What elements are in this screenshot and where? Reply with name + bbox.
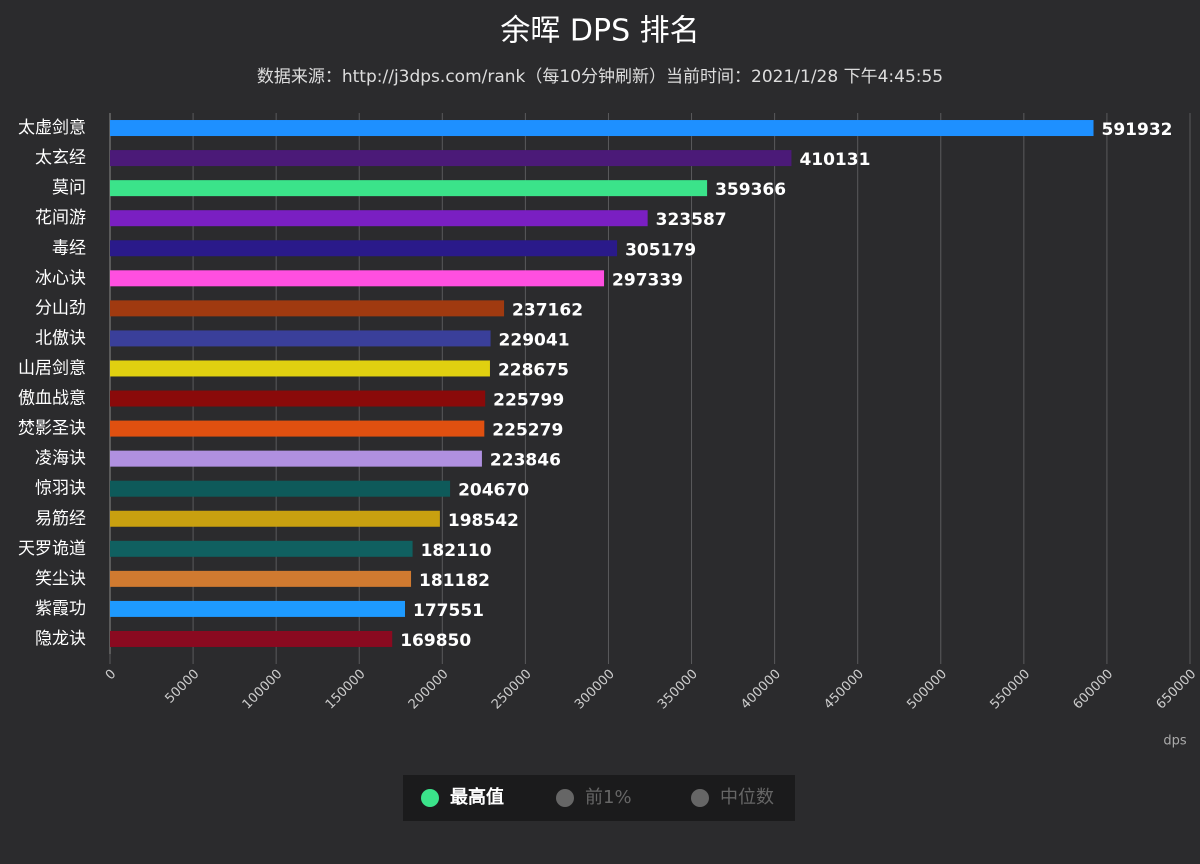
data-label: 323587 bbox=[656, 210, 727, 230]
bar[interactable] bbox=[110, 360, 490, 377]
data-label: 181182 bbox=[419, 571, 490, 591]
legend-marker[interactable] bbox=[556, 789, 574, 807]
data-label: 198542 bbox=[448, 511, 519, 531]
bar[interactable] bbox=[110, 630, 393, 647]
y-tick-label: 傲血战意 bbox=[18, 389, 86, 409]
data-label: 359366 bbox=[715, 180, 786, 200]
y-tick-label: 山居剑意 bbox=[18, 358, 86, 378]
data-label: 228675 bbox=[498, 360, 569, 380]
legend-marker[interactable] bbox=[421, 789, 439, 807]
legend-box bbox=[403, 775, 795, 821]
bar[interactable] bbox=[110, 210, 648, 227]
data-label: 297339 bbox=[612, 270, 683, 290]
data-label: 410131 bbox=[799, 150, 870, 170]
bar[interactable] bbox=[110, 300, 505, 317]
data-label: 182110 bbox=[421, 541, 492, 561]
y-tick-label: 太玄经 bbox=[35, 148, 86, 168]
y-tick-label: 北傲诀 bbox=[35, 328, 86, 348]
bar[interactable] bbox=[110, 420, 485, 437]
data-label: 225799 bbox=[493, 391, 564, 411]
y-tick-label: 花间游 bbox=[35, 208, 86, 228]
bar[interactable] bbox=[110, 390, 486, 407]
y-tick-label: 焚影圣诀 bbox=[18, 419, 86, 439]
bar[interactable] bbox=[110, 510, 440, 527]
bar[interactable] bbox=[110, 120, 1094, 137]
legend-label[interactable]: 前1% bbox=[585, 787, 632, 808]
bar[interactable] bbox=[110, 570, 412, 587]
data-label: 237162 bbox=[512, 300, 583, 320]
bar[interactable] bbox=[110, 330, 491, 347]
y-tick-label: 毒经 bbox=[52, 238, 86, 258]
legend-label[interactable]: 中位数 bbox=[720, 787, 774, 808]
data-label: 591932 bbox=[1102, 120, 1173, 140]
data-label: 225279 bbox=[492, 421, 563, 441]
bar[interactable] bbox=[110, 450, 482, 467]
data-label: 169850 bbox=[400, 631, 471, 651]
bar[interactable] bbox=[110, 540, 413, 557]
chart-title: 余晖 DPS 排名 bbox=[500, 14, 699, 49]
y-tick-label: 太虚剑意 bbox=[18, 118, 86, 138]
y-tick-label: 紫霞功 bbox=[35, 599, 86, 619]
y-tick-label: 分山劲 bbox=[35, 298, 86, 318]
chart-subtitle: 数据来源：http://j3dps.com/rank（每10分钟刷新）当前时间：… bbox=[257, 67, 943, 87]
bar[interactable] bbox=[110, 240, 618, 257]
bar[interactable] bbox=[110, 180, 708, 197]
legend-label[interactable]: 最高值 bbox=[450, 786, 504, 808]
data-label: 177551 bbox=[413, 601, 484, 621]
y-tick-label: 惊羽诀 bbox=[35, 479, 86, 499]
data-label: 223846 bbox=[490, 451, 561, 471]
bar[interactable] bbox=[110, 600, 406, 617]
y-tick-label: 凌海诀 bbox=[35, 449, 86, 469]
data-label: 229041 bbox=[499, 330, 570, 350]
bar[interactable] bbox=[110, 150, 792, 167]
y-tick-label: 天罗诡道 bbox=[18, 539, 86, 559]
y-tick-label: 隐龙诀 bbox=[35, 629, 86, 649]
data-label: 204670 bbox=[458, 481, 529, 501]
y-tick-label: 莫问 bbox=[52, 178, 86, 198]
bar[interactable] bbox=[110, 270, 605, 287]
y-tick-label: 冰心诀 bbox=[35, 268, 86, 288]
data-label: 305179 bbox=[625, 240, 696, 260]
y-tick-label: 笑尘诀 bbox=[35, 569, 86, 589]
bar[interactable] bbox=[110, 480, 451, 497]
x-axis-label: dps bbox=[1163, 734, 1187, 749]
legend-marker[interactable] bbox=[691, 789, 709, 807]
y-tick-label: 易筋经 bbox=[35, 509, 86, 529]
